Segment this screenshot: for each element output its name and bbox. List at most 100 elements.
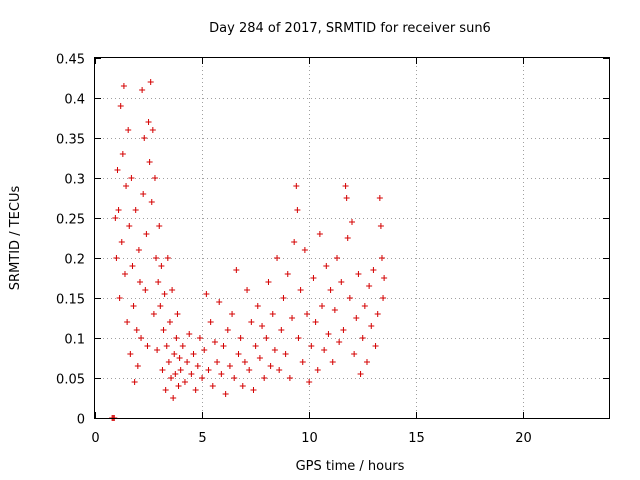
data-point xyxy=(125,127,132,133)
data-point xyxy=(216,299,223,305)
data-point xyxy=(304,311,311,317)
data-point xyxy=(116,295,123,301)
data-point xyxy=(158,263,165,269)
data-point xyxy=(177,367,184,373)
data-point xyxy=(175,383,182,389)
data-point xyxy=(166,319,173,325)
data-point xyxy=(368,323,375,329)
data-point xyxy=(203,291,210,297)
data-point xyxy=(366,283,373,289)
data-point xyxy=(297,287,304,293)
data-point xyxy=(376,195,383,201)
data-point xyxy=(351,351,358,357)
data-point xyxy=(312,319,319,325)
data-point xyxy=(146,159,153,165)
data-point xyxy=(224,327,231,333)
y-tick-label: 0.35 xyxy=(56,133,85,148)
data-point xyxy=(294,207,301,213)
plot-frame xyxy=(94,57,610,419)
data-point xyxy=(370,267,377,273)
data-point xyxy=(380,295,387,301)
data-point xyxy=(274,255,281,261)
y-tick-label: 0.15 xyxy=(56,293,85,308)
data-point xyxy=(184,359,191,365)
data-point xyxy=(355,271,362,277)
x-tick-label: 20 xyxy=(515,431,532,446)
data-point xyxy=(336,339,343,345)
data-point xyxy=(126,223,133,229)
data-point xyxy=(327,287,334,293)
data-point xyxy=(163,343,170,349)
data-point xyxy=(265,279,272,285)
data-point xyxy=(134,363,141,369)
data-point xyxy=(190,351,197,357)
y-tick-label: 0.45 xyxy=(56,53,85,68)
data-point xyxy=(241,359,248,365)
data-point xyxy=(201,347,208,353)
data-point xyxy=(291,239,298,245)
data-point xyxy=(226,363,233,369)
data-point xyxy=(173,335,180,341)
data-point xyxy=(121,271,128,277)
data-point xyxy=(259,323,266,329)
data-point xyxy=(256,355,263,361)
data-point xyxy=(171,351,178,357)
x-axis-label: GPS time / hours xyxy=(296,459,405,474)
data-point xyxy=(214,359,221,365)
data-point xyxy=(280,295,287,301)
data-point xyxy=(211,339,218,345)
data-point xyxy=(138,335,145,341)
data-point xyxy=(127,351,134,357)
data-point xyxy=(263,335,270,341)
data-point xyxy=(278,327,285,333)
data-point xyxy=(145,119,152,125)
data-point xyxy=(344,235,351,241)
y-tick-label: 0.1 xyxy=(64,333,85,348)
data-point xyxy=(231,375,238,381)
data-point xyxy=(128,175,135,181)
data-point xyxy=(181,379,188,385)
data-point xyxy=(120,83,127,89)
data-point xyxy=(196,335,203,341)
data-point xyxy=(222,391,229,397)
data-point xyxy=(140,191,147,197)
data-point xyxy=(301,247,308,253)
data-point xyxy=(160,327,167,333)
data-point xyxy=(209,383,216,389)
data-point xyxy=(150,311,157,317)
data-point xyxy=(159,367,166,373)
data-point xyxy=(188,371,195,377)
data-point xyxy=(235,351,242,357)
data-point xyxy=(361,303,368,309)
x-tick-label: 5 xyxy=(198,431,206,446)
y-tick-label: 0.05 xyxy=(56,373,85,388)
data-point xyxy=(115,207,122,213)
data-point xyxy=(207,319,214,325)
data-point xyxy=(325,331,332,337)
data-point xyxy=(131,379,138,385)
data-point xyxy=(244,287,251,293)
data-point xyxy=(334,255,341,261)
y-tick-label: 0.25 xyxy=(56,213,85,228)
data-point xyxy=(205,367,212,373)
data-point xyxy=(139,87,146,93)
data-point xyxy=(237,335,244,341)
data-point xyxy=(372,343,379,349)
data-point xyxy=(165,359,172,365)
y-tick-label: 0.3 xyxy=(64,173,85,188)
data-point xyxy=(220,343,227,349)
data-point xyxy=(154,347,161,353)
data-point xyxy=(179,343,186,349)
data-point xyxy=(132,207,139,213)
data-point xyxy=(329,359,336,365)
data-point xyxy=(143,231,150,237)
data-point xyxy=(363,359,370,365)
data-point xyxy=(359,335,366,341)
data-point xyxy=(172,371,179,377)
data-point xyxy=(117,103,124,109)
data-point xyxy=(246,367,253,373)
data-point xyxy=(239,383,246,389)
data-point xyxy=(112,215,119,221)
data-point xyxy=(113,255,120,261)
